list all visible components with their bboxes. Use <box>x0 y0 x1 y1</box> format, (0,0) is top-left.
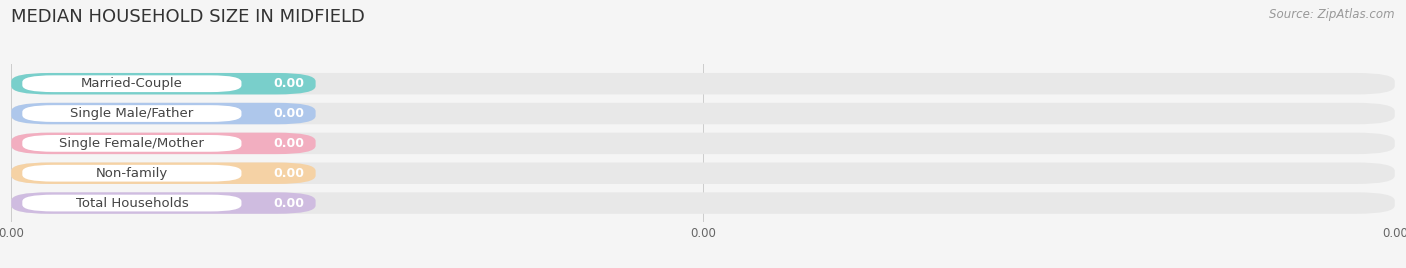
FancyBboxPatch shape <box>22 105 242 122</box>
FancyBboxPatch shape <box>11 162 1395 184</box>
Text: 0.00: 0.00 <box>274 137 305 150</box>
FancyBboxPatch shape <box>11 192 315 214</box>
FancyBboxPatch shape <box>11 162 315 184</box>
Text: Single Female/Mother: Single Female/Mother <box>59 137 204 150</box>
Text: MEDIAN HOUSEHOLD SIZE IN MIDFIELD: MEDIAN HOUSEHOLD SIZE IN MIDFIELD <box>11 8 366 26</box>
Text: Married-Couple: Married-Couple <box>82 77 183 90</box>
FancyBboxPatch shape <box>11 133 1395 154</box>
Text: Non-family: Non-family <box>96 167 167 180</box>
FancyBboxPatch shape <box>11 73 1395 94</box>
FancyBboxPatch shape <box>11 192 1395 214</box>
Text: 0.00: 0.00 <box>274 77 305 90</box>
Text: 0.00: 0.00 <box>274 107 305 120</box>
FancyBboxPatch shape <box>11 73 315 94</box>
Text: Single Male/Father: Single Male/Father <box>70 107 194 120</box>
Text: 0.00: 0.00 <box>274 196 305 210</box>
Text: 0.00: 0.00 <box>274 167 305 180</box>
FancyBboxPatch shape <box>11 103 315 124</box>
Text: Total Households: Total Households <box>76 196 188 210</box>
FancyBboxPatch shape <box>22 195 242 211</box>
FancyBboxPatch shape <box>22 165 242 182</box>
FancyBboxPatch shape <box>22 135 242 152</box>
FancyBboxPatch shape <box>11 133 315 154</box>
FancyBboxPatch shape <box>11 103 1395 124</box>
Text: Source: ZipAtlas.com: Source: ZipAtlas.com <box>1270 8 1395 21</box>
FancyBboxPatch shape <box>22 75 242 92</box>
